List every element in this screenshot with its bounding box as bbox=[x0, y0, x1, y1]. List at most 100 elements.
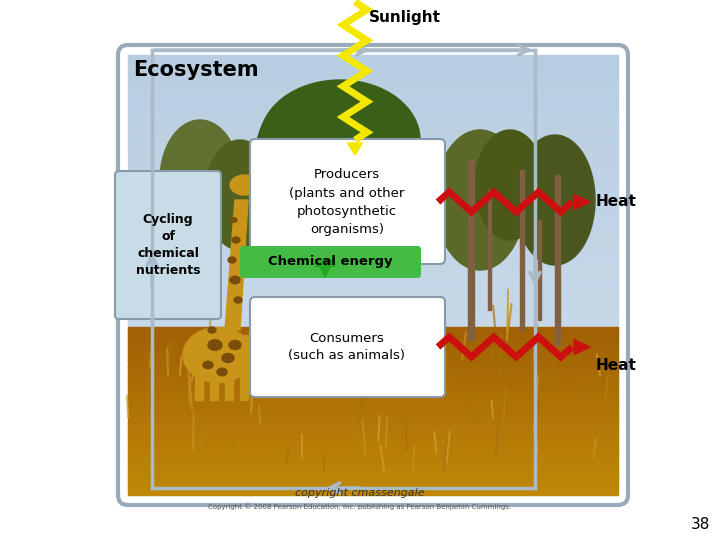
Bar bbox=[128, 414, 618, 422]
Ellipse shape bbox=[255, 90, 365, 230]
Bar bbox=[128, 327, 618, 334]
Ellipse shape bbox=[260, 155, 360, 235]
Bar bbox=[128, 483, 618, 489]
Bar bbox=[128, 427, 618, 434]
Bar bbox=[128, 393, 618, 400]
Ellipse shape bbox=[230, 276, 240, 284]
Ellipse shape bbox=[515, 135, 595, 265]
Ellipse shape bbox=[310, 155, 420, 245]
Text: 38: 38 bbox=[690, 517, 710, 532]
Bar bbox=[538, 220, 541, 320]
Bar bbox=[128, 106, 618, 113]
Bar bbox=[128, 438, 618, 445]
Bar bbox=[128, 77, 618, 84]
Bar bbox=[128, 481, 618, 488]
Ellipse shape bbox=[229, 341, 241, 349]
Bar bbox=[128, 150, 618, 158]
Bar bbox=[128, 363, 618, 370]
Bar bbox=[128, 407, 618, 414]
Bar bbox=[128, 489, 618, 495]
Bar bbox=[128, 356, 618, 363]
Bar bbox=[128, 334, 618, 341]
Bar bbox=[128, 231, 618, 238]
Bar bbox=[128, 260, 618, 268]
Ellipse shape bbox=[265, 95, 405, 275]
Bar bbox=[128, 238, 618, 246]
Ellipse shape bbox=[205, 140, 275, 250]
Ellipse shape bbox=[208, 327, 216, 333]
Bar bbox=[128, 455, 618, 462]
Bar bbox=[128, 449, 618, 456]
Bar bbox=[128, 99, 618, 106]
Text: Ecosystem: Ecosystem bbox=[133, 60, 258, 80]
Ellipse shape bbox=[208, 340, 222, 350]
Bar bbox=[128, 465, 618, 473]
Bar bbox=[128, 201, 618, 209]
Bar bbox=[128, 444, 618, 450]
Bar bbox=[128, 433, 618, 440]
Bar bbox=[128, 451, 618, 458]
Text: copyright cmassengale: copyright cmassengale bbox=[295, 488, 425, 498]
Bar bbox=[128, 348, 618, 356]
Text: Producers
(plants and other
photosynthetic
organisms): Producers (plants and other photosynthet… bbox=[289, 168, 405, 235]
Bar bbox=[128, 217, 618, 224]
Bar bbox=[128, 477, 618, 484]
Bar bbox=[128, 297, 618, 305]
Bar bbox=[128, 70, 618, 77]
Ellipse shape bbox=[222, 354, 234, 362]
Bar bbox=[128, 473, 618, 481]
Bar bbox=[128, 410, 618, 417]
Bar bbox=[128, 275, 618, 282]
Ellipse shape bbox=[435, 130, 525, 270]
Bar bbox=[128, 62, 618, 70]
Bar bbox=[128, 84, 618, 92]
Bar bbox=[128, 136, 618, 143]
Bar bbox=[225, 335, 233, 400]
Bar bbox=[468, 160, 474, 340]
Bar bbox=[128, 360, 618, 367]
Polygon shape bbox=[225, 200, 248, 330]
Bar bbox=[128, 246, 618, 253]
Bar bbox=[210, 335, 218, 400]
Bar bbox=[128, 129, 618, 136]
Polygon shape bbox=[319, 265, 331, 277]
Bar bbox=[128, 224, 618, 231]
Polygon shape bbox=[574, 194, 590, 210]
Bar bbox=[128, 333, 618, 339]
FancyBboxPatch shape bbox=[240, 246, 421, 278]
Polygon shape bbox=[574, 340, 590, 354]
Bar bbox=[128, 92, 618, 99]
Bar bbox=[128, 305, 618, 312]
Ellipse shape bbox=[231, 218, 237, 222]
Bar bbox=[128, 394, 618, 400]
Bar bbox=[128, 209, 618, 217]
Bar bbox=[128, 383, 618, 389]
Bar bbox=[195, 335, 203, 400]
Bar bbox=[128, 55, 618, 62]
Bar bbox=[128, 472, 618, 478]
Bar bbox=[128, 180, 618, 187]
Bar bbox=[128, 466, 618, 472]
Bar bbox=[128, 422, 618, 429]
Ellipse shape bbox=[232, 237, 240, 243]
Bar bbox=[128, 341, 618, 348]
Bar bbox=[128, 377, 618, 385]
Text: Copyright © 2008 Pearson Education, Inc. publishing as Pearson Benjamin Cummings: Copyright © 2008 Pearson Education, Inc.… bbox=[208, 503, 512, 510]
FancyBboxPatch shape bbox=[115, 171, 221, 319]
FancyBboxPatch shape bbox=[250, 139, 445, 264]
Bar bbox=[128, 366, 618, 373]
Bar bbox=[128, 172, 618, 180]
Bar bbox=[128, 312, 618, 319]
FancyBboxPatch shape bbox=[250, 297, 445, 397]
Bar bbox=[128, 422, 618, 428]
Bar bbox=[128, 121, 618, 129]
Ellipse shape bbox=[160, 120, 240, 240]
Bar bbox=[128, 326, 618, 334]
Bar bbox=[128, 343, 618, 350]
Bar bbox=[128, 370, 618, 377]
Ellipse shape bbox=[228, 257, 236, 263]
Bar bbox=[128, 400, 618, 406]
Bar bbox=[128, 461, 618, 467]
Bar bbox=[128, 349, 618, 356]
Bar bbox=[128, 187, 618, 194]
